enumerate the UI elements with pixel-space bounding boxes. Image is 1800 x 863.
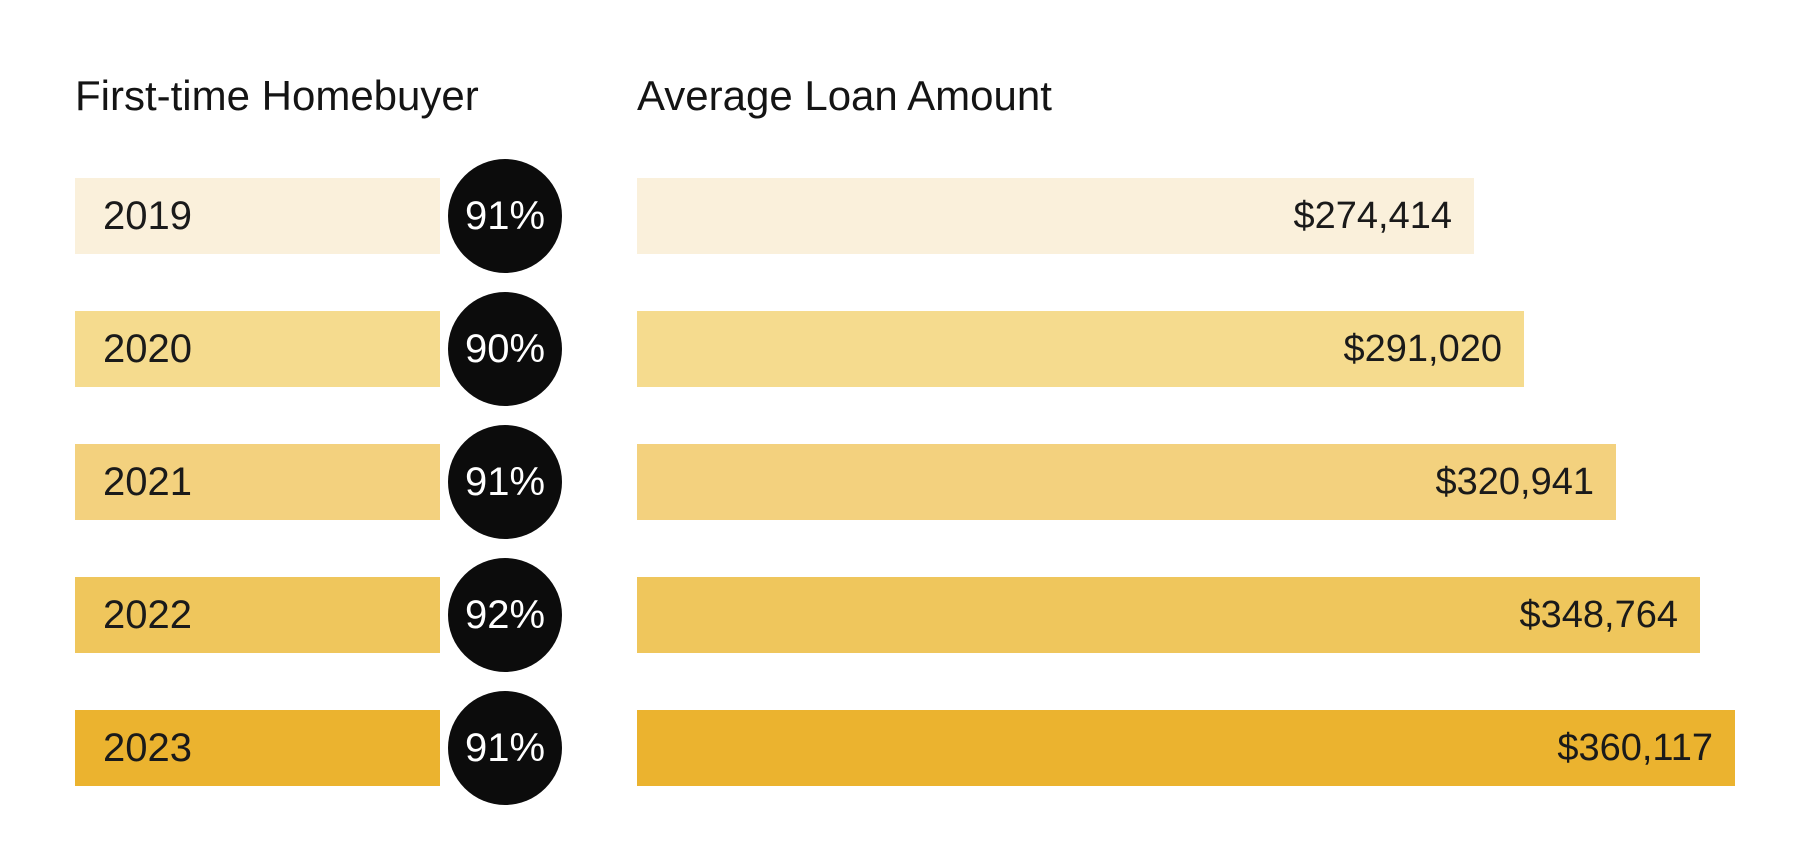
chart-row: 2023 91% $360,117	[0, 691, 1800, 805]
amount-label: $348,764	[1519, 593, 1679, 636]
loan-bar: $274,414	[637, 178, 1474, 254]
loan-bar: $291,020	[637, 311, 1524, 387]
year-label: 2023	[103, 725, 192, 770]
year-bar: 2019	[75, 178, 440, 254]
year-label: 2021	[103, 459, 192, 504]
right-column-title: Average Loan Amount	[637, 72, 1052, 119]
year-bar: 2021	[75, 444, 440, 520]
year-bar: 2020	[75, 311, 440, 387]
year-label: 2019	[103, 193, 192, 238]
loan-bar: $348,764	[637, 577, 1700, 653]
pct-label: 91%	[464, 459, 546, 504]
chart-row: 2022 92% $348,764	[0, 558, 1800, 672]
pct-circle: 92%	[448, 558, 562, 672]
amount-label: $274,414	[1293, 194, 1453, 237]
left-column-title: First-time Homebuyer	[75, 72, 479, 119]
year-bar: 2022	[75, 577, 440, 653]
amount-label: $360,117	[1557, 726, 1713, 769]
pct-circle: 90%	[448, 292, 562, 406]
pct-circle: 91%	[448, 425, 562, 539]
loan-bar: $360,117	[637, 710, 1735, 786]
pct-circle: 91%	[448, 691, 562, 805]
year-label: 2020	[103, 326, 192, 371]
pct-label: 92%	[464, 592, 546, 637]
pct-circle: 91%	[448, 159, 562, 273]
pct-label: 91%	[464, 193, 546, 238]
chart-row: 2019 91% $274,414	[0, 159, 1800, 273]
year-bar: 2023	[75, 710, 440, 786]
chart-row: 2021 91% $320,941	[0, 425, 1800, 539]
pct-label: 90%	[464, 326, 546, 371]
pct-label: 91%	[464, 725, 546, 770]
year-label: 2022	[103, 592, 192, 637]
amount-label: $291,020	[1343, 327, 1503, 370]
chart-row: 2020 90% $291,020	[0, 292, 1800, 406]
amount-label: $320,941	[1435, 460, 1595, 503]
loan-bar: $320,941	[637, 444, 1616, 520]
